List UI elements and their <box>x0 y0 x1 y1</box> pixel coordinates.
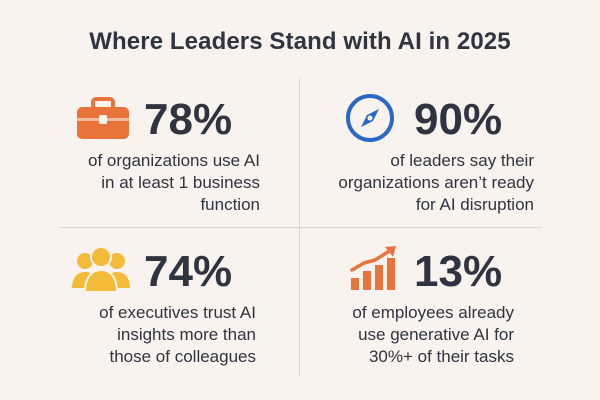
briefcase-icon <box>74 94 132 142</box>
stat-description: of executives trust AI insights more tha… <box>99 303 256 366</box>
stat-description: of leaders say their organizations aren’… <box>338 151 534 214</box>
stat-card-leaders: 90% of leaders say their organizations a… <box>300 80 580 230</box>
stat-value: 90% <box>414 95 503 144</box>
people-icon <box>70 244 132 294</box>
page-title: Where Leaders Stand with AI in 2025 <box>89 28 511 55</box>
stat-card-employees: 13% of employees already use generative … <box>300 232 580 382</box>
stat-value: 74% <box>144 247 233 296</box>
stat-value: 78% <box>144 95 233 144</box>
stat-card-organizations: 78% of organizations use AI in at least … <box>0 80 280 230</box>
growth-chart-icon <box>348 244 400 292</box>
horizontal-divider <box>60 227 542 228</box>
stat-card-executives: 74% of executives trust AI insights more… <box>0 232 280 382</box>
stat-description: of organizations use AI in at least 1 bu… <box>87 151 260 214</box>
stat-value: 13% <box>414 247 503 296</box>
compass-icon <box>344 92 396 144</box>
stat-description: of employees already use generative AI f… <box>352 303 514 366</box>
